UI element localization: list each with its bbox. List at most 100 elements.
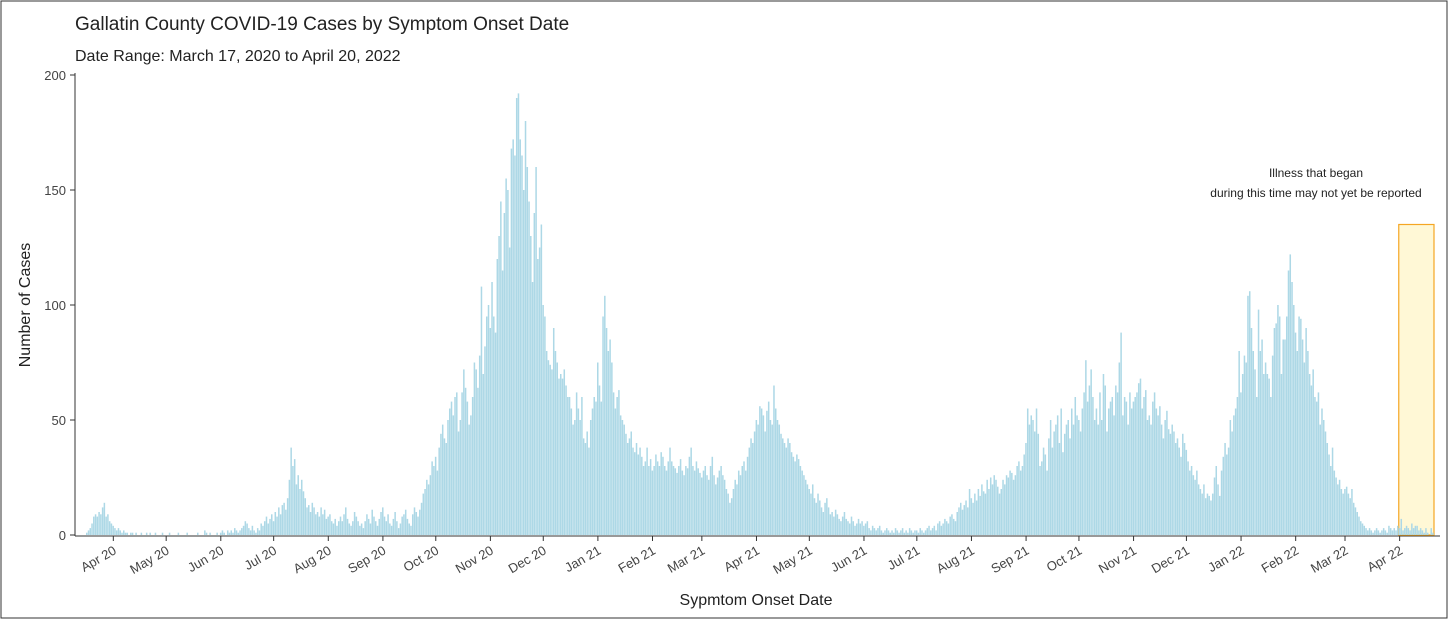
bar — [209, 532, 211, 535]
bar — [399, 523, 402, 535]
bar — [868, 528, 870, 535]
bar — [1032, 420, 1034, 535]
bar — [1100, 420, 1103, 535]
bar — [900, 530, 902, 535]
bar — [1035, 408, 1038, 535]
bar — [790, 452, 793, 535]
bar — [685, 466, 687, 535]
bar — [915, 530, 918, 535]
bar — [1328, 454, 1330, 535]
bar — [1300, 318, 1302, 535]
bar — [255, 532, 257, 535]
bar — [1152, 401, 1154, 535]
bar — [1321, 408, 1323, 535]
bar — [1123, 397, 1126, 535]
bar — [1139, 378, 1142, 535]
bar — [364, 521, 366, 535]
bar — [86, 532, 88, 535]
bar — [938, 521, 941, 535]
bar — [123, 530, 125, 535]
bar — [204, 530, 206, 535]
bar — [982, 491, 985, 535]
bar — [820, 507, 823, 535]
bar — [1115, 385, 1117, 535]
bar — [889, 532, 892, 535]
bar — [577, 408, 580, 535]
bar — [1044, 454, 1047, 535]
bar — [774, 408, 777, 535]
bar — [778, 424, 781, 535]
bar — [105, 516, 107, 535]
bar — [230, 530, 233, 535]
bar — [1402, 530, 1404, 535]
bar — [256, 528, 259, 535]
bar — [1153, 392, 1156, 535]
bar — [1097, 424, 1099, 535]
bar — [986, 479, 988, 535]
bar — [1337, 484, 1339, 535]
bar — [951, 514, 953, 535]
bar — [792, 456, 795, 535]
bar — [359, 525, 361, 535]
bar — [248, 528, 250, 535]
bar — [124, 532, 127, 535]
bar — [512, 139, 514, 535]
bar — [119, 530, 121, 535]
bar — [433, 466, 435, 535]
bar — [269, 518, 271, 535]
bar — [1293, 305, 1295, 535]
bar — [1314, 397, 1316, 535]
bar — [1287, 270, 1290, 535]
bar — [383, 516, 386, 535]
bar — [708, 479, 710, 535]
bar — [568, 397, 571, 535]
bar — [752, 443, 754, 535]
bar — [588, 447, 590, 535]
bar — [655, 454, 657, 535]
bar — [408, 523, 410, 535]
bar — [197, 532, 199, 535]
bar — [1160, 424, 1163, 535]
bar — [604, 295, 606, 535]
bar — [695, 461, 698, 535]
bar — [1426, 532, 1429, 535]
bar — [533, 213, 536, 535]
bar — [466, 401, 469, 535]
bar — [1079, 431, 1082, 535]
bar — [1196, 470, 1198, 535]
bar — [1308, 374, 1311, 535]
bar — [780, 433, 782, 535]
bar — [241, 528, 243, 535]
bar — [464, 387, 467, 535]
bar — [697, 468, 699, 535]
bar — [336, 525, 338, 535]
bar — [648, 466, 650, 535]
bar — [440, 433, 442, 535]
bar — [1370, 530, 1373, 535]
bar — [545, 351, 548, 535]
bar — [1226, 454, 1228, 535]
bar — [1349, 498, 1351, 535]
bar — [746, 456, 749, 535]
bar — [1234, 408, 1237, 535]
bar — [1085, 360, 1087, 535]
bar — [350, 525, 352, 535]
bar — [958, 507, 960, 535]
bar — [1303, 362, 1306, 535]
bar — [924, 530, 927, 535]
bar — [760, 408, 763, 535]
bar — [1053, 431, 1055, 535]
bar — [1150, 424, 1152, 535]
bar — [1271, 355, 1274, 535]
bar — [1220, 470, 1223, 535]
bar — [857, 518, 860, 535]
bar — [318, 516, 321, 535]
bar — [530, 236, 532, 535]
bar — [1042, 447, 1045, 535]
bar — [1331, 447, 1334, 535]
bar — [376, 525, 379, 535]
bar — [619, 415, 622, 535]
bar — [614, 408, 617, 535]
bar — [1359, 521, 1362, 535]
bar — [880, 530, 883, 535]
